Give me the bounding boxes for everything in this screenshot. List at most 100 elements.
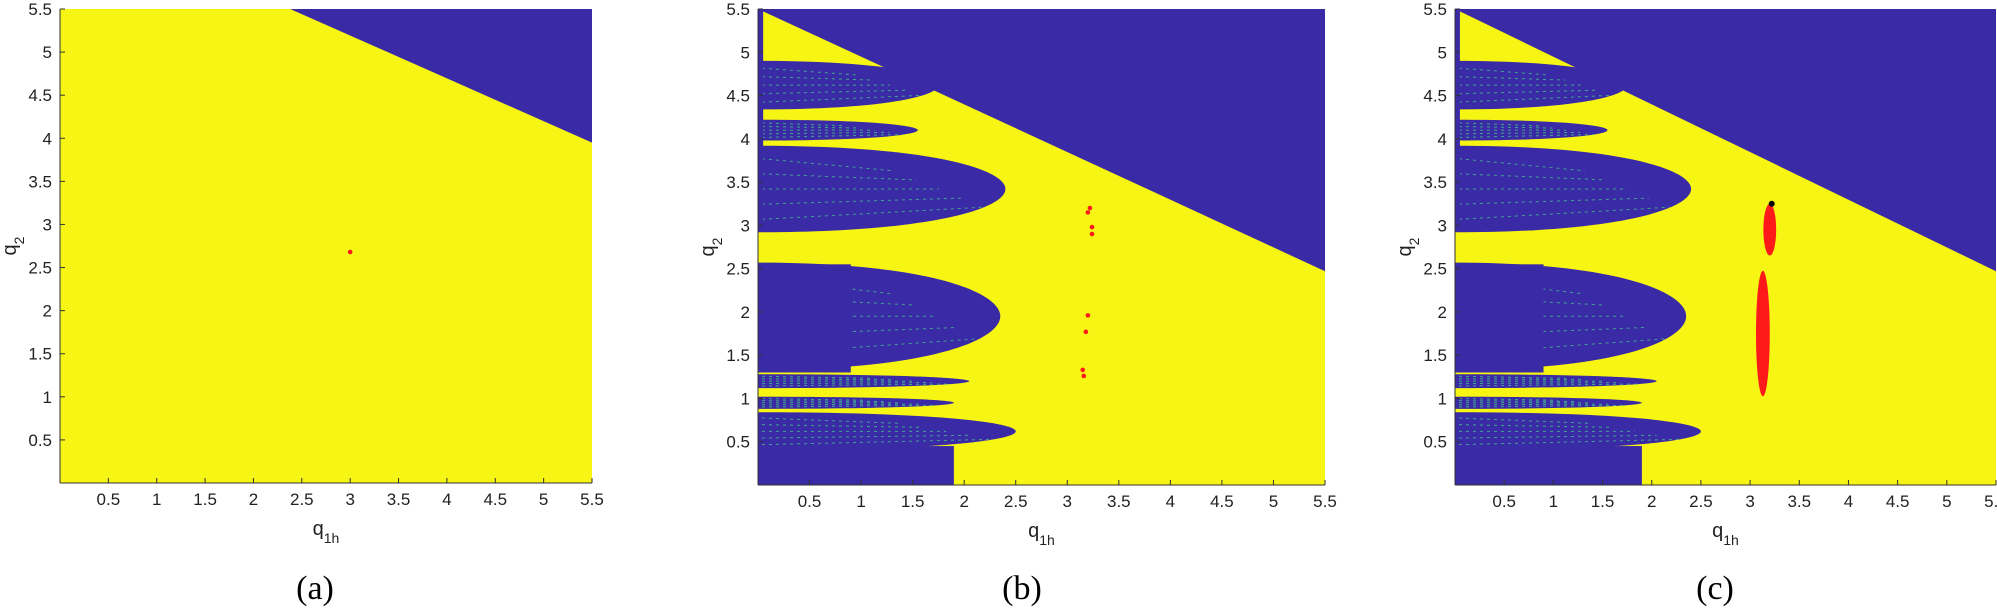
- y-tick-label: 5: [741, 43, 750, 62]
- y-tick-label: 3.5: [726, 173, 750, 192]
- fractal-striation: [1458, 400, 1575, 403]
- y-tick-label: 4.5: [726, 87, 750, 106]
- x-tick-label: 2: [1647, 492, 1656, 511]
- x-tick-label: 3.5: [1107, 492, 1131, 511]
- x-tick-label: 3: [345, 490, 354, 509]
- escape-band-bottom: [1455, 446, 1642, 485]
- y-tick-label: 1.5: [1423, 346, 1447, 365]
- plot-area: [758, 9, 1325, 485]
- y-tick-label: 3.5: [1423, 173, 1447, 192]
- x-tick-label: 1.5: [193, 490, 217, 509]
- x-tick-label: 5.5: [1984, 492, 1997, 511]
- fractal-striation: [1458, 158, 1585, 172]
- x-axis-label: q1h: [1712, 520, 1739, 548]
- x-tick-label: 0.5: [1492, 492, 1516, 511]
- fractal-striation: [761, 173, 917, 181]
- caption-a: (a): [296, 570, 334, 607]
- escape-tongue: [758, 412, 1016, 451]
- x-tick-label: 1: [152, 490, 161, 509]
- escape-tongue: [1455, 60, 1628, 110]
- x-tick-label: 4.5: [1886, 492, 1910, 511]
- x-tick-label: 3.5: [1787, 492, 1811, 511]
- y-tick-label: 5: [43, 43, 52, 62]
- caption-c: (c): [1696, 570, 1734, 607]
- fractal-striation: [761, 378, 894, 381]
- y-tick-label: 4: [1438, 130, 1447, 149]
- plot-c: 0.5 1 1.5 2 2.5 3 3.5 4 4.5 5 5.5 0.5 1 1.5 2 2.5 3 3.5 4 4…: [1394, 0, 1997, 548]
- y-tick-label: 5.5: [726, 0, 750, 19]
- x-axis-label: q1h: [313, 518, 340, 546]
- attractor-point: [347, 249, 353, 255]
- x-tick-label: 4.5: [1210, 492, 1234, 511]
- y-tick-label: 3.5: [28, 172, 52, 191]
- y-tick-label: 3: [741, 216, 750, 235]
- x-tick-label: 3: [1745, 492, 1754, 511]
- y-tick-label: 2: [43, 302, 52, 321]
- fractal-striation: [1458, 417, 1591, 424]
- fractal-striation: [1458, 126, 1553, 129]
- fractal-striation: [1458, 398, 1558, 401]
- fractal-striation: [1458, 89, 1597, 95]
- y-tick-label: 5.5: [1423, 0, 1447, 19]
- escape-band-middle: [758, 264, 851, 373]
- escape-band-top: [758, 9, 764, 226]
- fractal-striation: [1458, 424, 1613, 428]
- fractal-striation: [761, 327, 957, 336]
- y-tick-label: 4: [741, 130, 750, 149]
- black-point: [1768, 200, 1775, 207]
- fractal-striation: [761, 94, 923, 103]
- attractor-point: [1085, 313, 1091, 318]
- escape-tongue: [758, 119, 918, 141]
- attractor-blob: [1763, 203, 1777, 256]
- fractal-striation: [761, 206, 984, 220]
- y-tick-label: 2.5: [28, 259, 52, 278]
- attractor-point: [1089, 224, 1095, 230]
- x-tick-label: 4: [442, 490, 451, 509]
- y-tick-label: 1: [43, 388, 52, 407]
- fractal-striation: [1458, 131, 1581, 135]
- x-tick-label: 1: [856, 492, 865, 511]
- attractor-point: [1085, 210, 1091, 215]
- panel-b: 0.5 1 1.5 2 2.5 3 3.5 4 4.5 5 5.5 0.5 1 1.5 2 2.5 3 3.5 4 4…: [680, 0, 1337, 616]
- fractal-striation: [1458, 383, 1639, 387]
- attractor-point: [1083, 329, 1089, 335]
- attractor-point: [1080, 367, 1086, 373]
- x-tick-label: 2.5: [1004, 492, 1028, 511]
- y-tick-label: 2: [741, 303, 750, 322]
- fractal-striation: [761, 404, 937, 408]
- escape-tongue: [1455, 412, 1701, 451]
- attractor-point: [1089, 231, 1095, 237]
- y-tick-label: 0.5: [726, 433, 750, 452]
- escape-region: [290, 9, 592, 143]
- x-tick-label: 0.5: [798, 492, 822, 511]
- x-tick-label: 3.5: [387, 490, 411, 509]
- fractal-striation: [761, 375, 875, 379]
- x-axis-label: q1h: [1028, 520, 1055, 548]
- x-tick-label: 5: [1942, 492, 1951, 511]
- plot-a: 0.5 1 1.5 2 2.5 3 3.5 4 4.5 5 5.5 0.5 1 1.5 2 2.5 3 3.5 4 4…: [0, 0, 604, 546]
- fractal-striation: [1458, 382, 1621, 385]
- panel-a: 0.5 1 1.5 2 2.5 3 3.5 4 4.5 5 5.5 0.5 1 1.5 2 2.5 3 3.5 4 4…: [0, 0, 620, 616]
- y-tick-label: 2.5: [1423, 260, 1447, 279]
- y-tick-label: 4.5: [1423, 87, 1447, 106]
- y-tick-label: 3: [43, 215, 52, 234]
- fractal-striation: [1458, 134, 1594, 138]
- attractor-point: [1081, 373, 1087, 379]
- fractal-striation: [761, 383, 951, 387]
- fractal-striation: [761, 158, 895, 172]
- y-tick-label: 1: [741, 389, 750, 408]
- attractor-blob: [1755, 270, 1770, 397]
- fractal-striation: [761, 76, 874, 81]
- fractal-striation: [761, 67, 858, 76]
- plot-area: [1455, 9, 1996, 485]
- y-tick-label: 5: [1438, 43, 1447, 62]
- fractal-striation: [1458, 438, 1679, 446]
- y-tick-label: 1: [1438, 389, 1447, 408]
- x-tick-label: 2: [249, 490, 258, 509]
- y-tick-label: 3: [1438, 216, 1447, 235]
- x-tick-label: 3: [1063, 492, 1072, 511]
- y-tick-label: 0.5: [1423, 433, 1447, 452]
- fractal-striation: [1458, 434, 1657, 439]
- x-tick-label: 4: [1844, 492, 1853, 511]
- y-tick-label: 2.5: [726, 260, 750, 279]
